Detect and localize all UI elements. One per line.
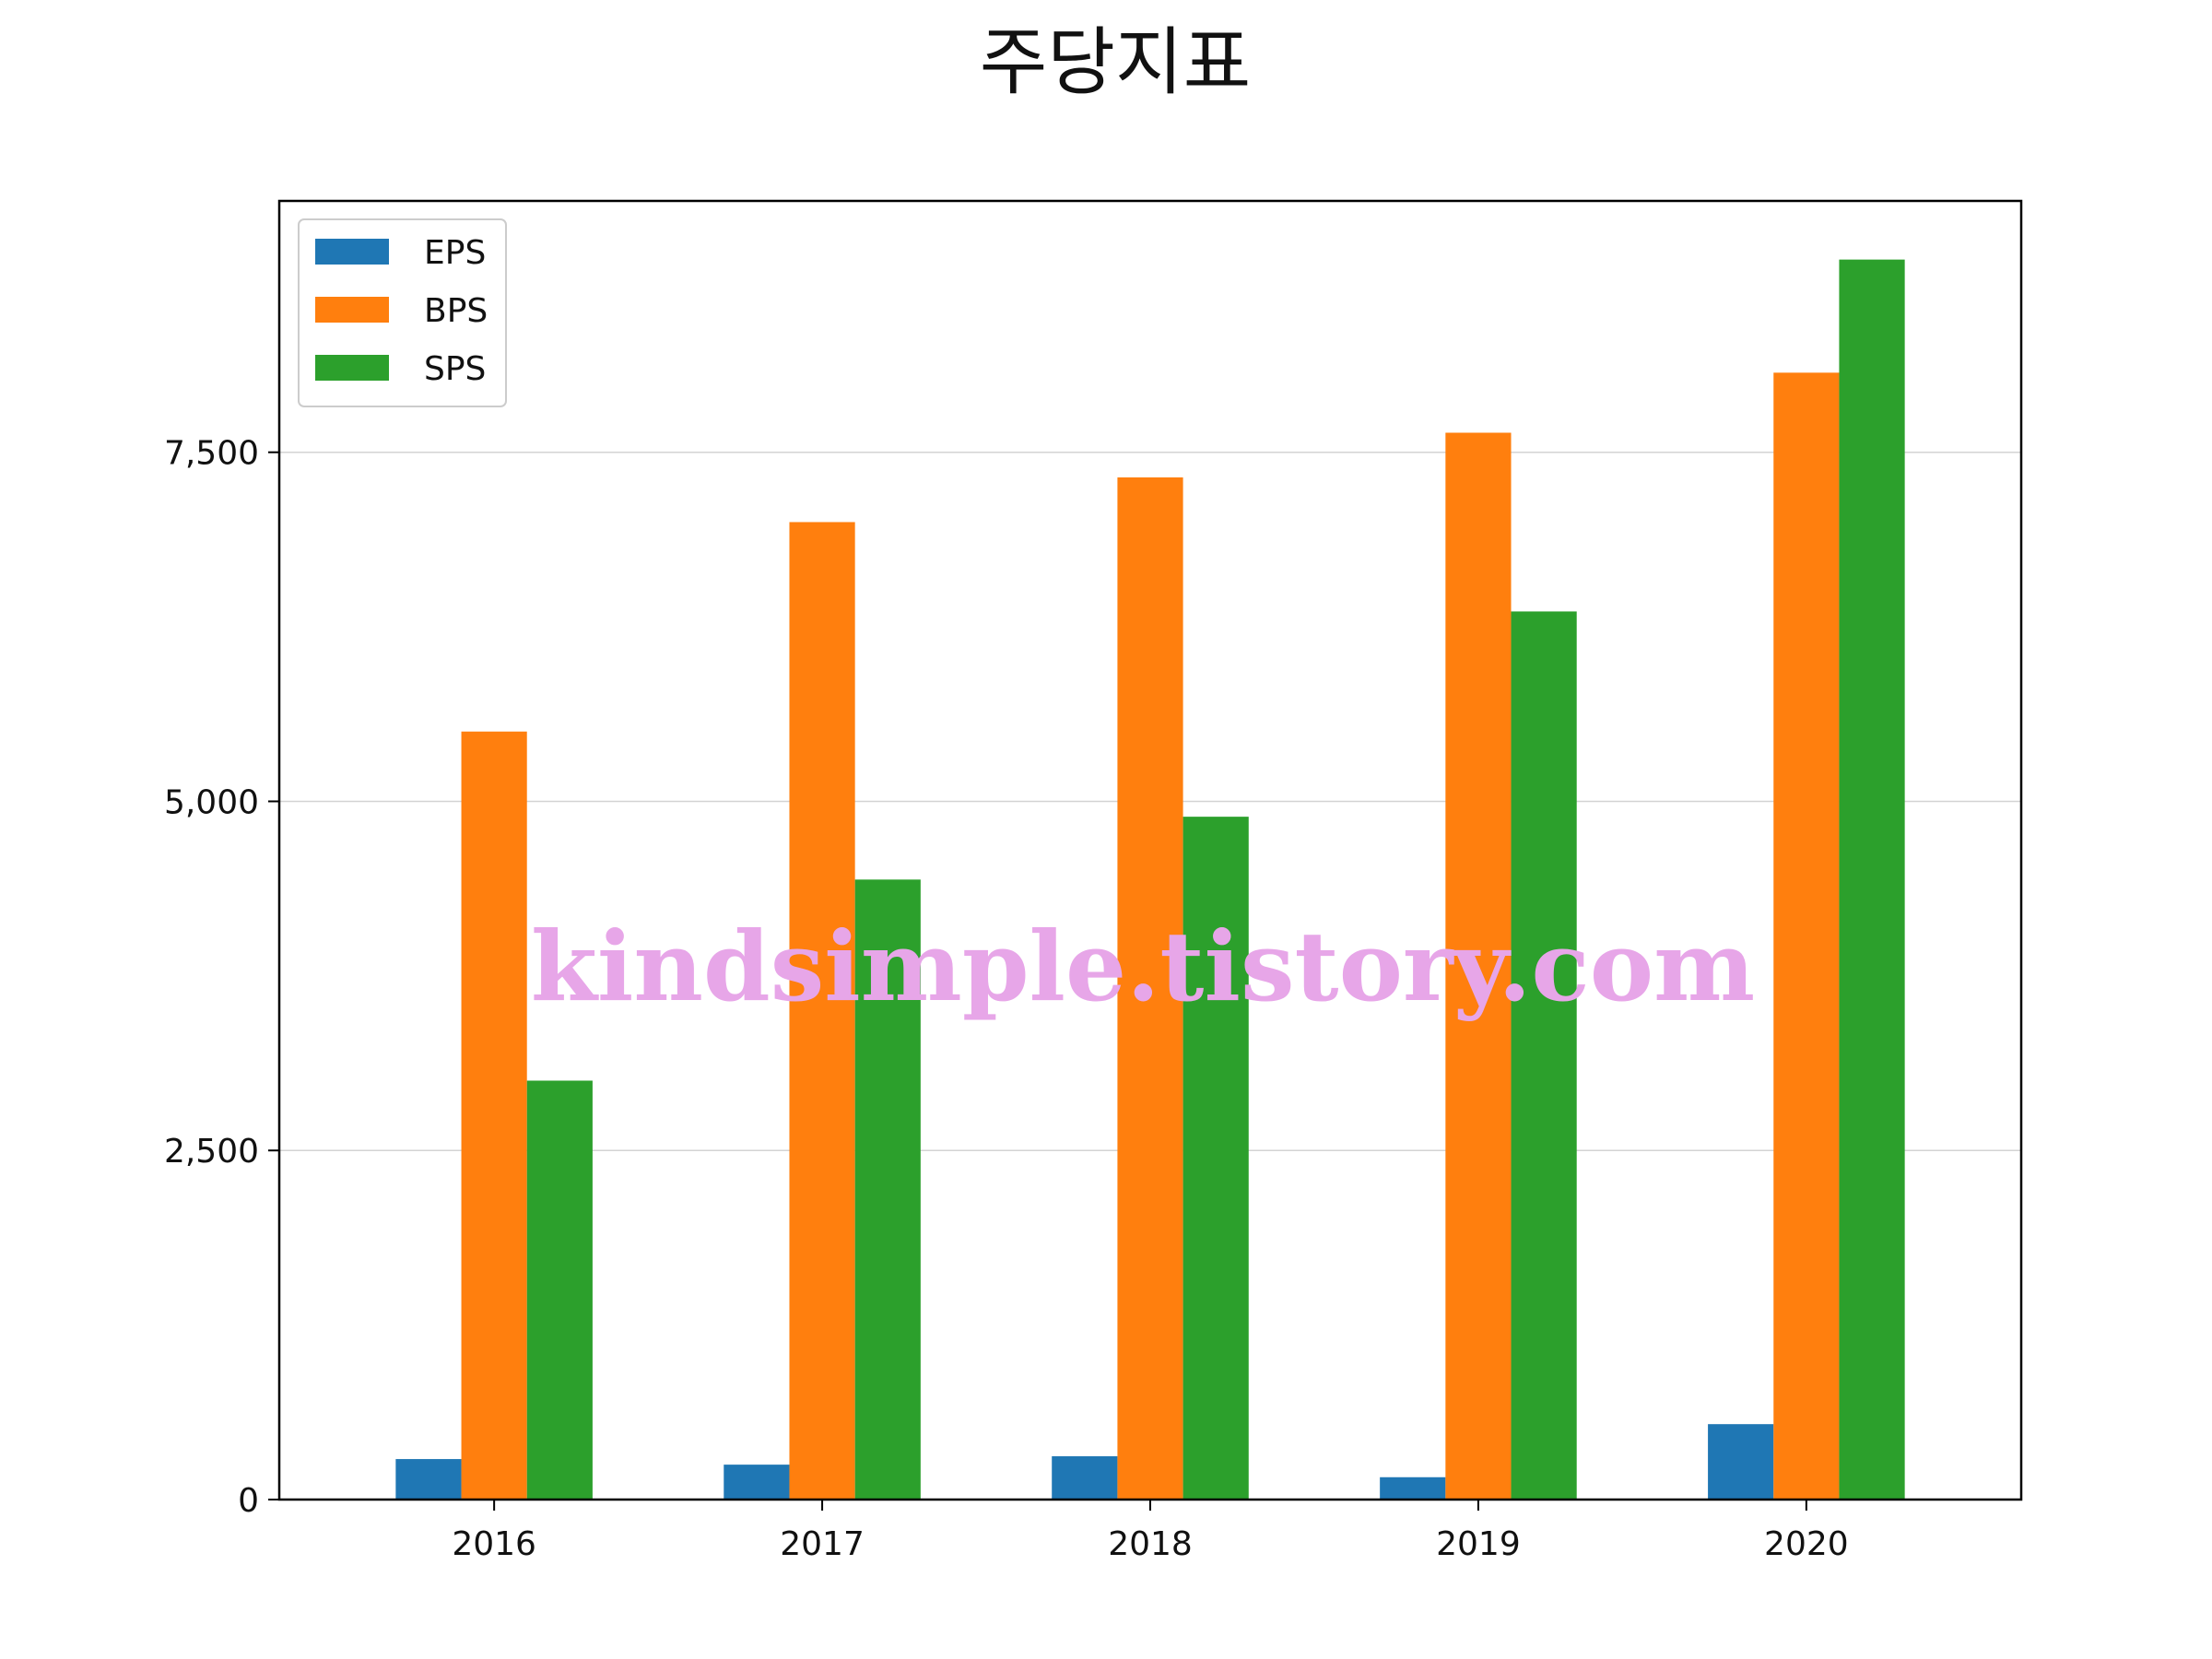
bar-eps-2016 [395, 1459, 462, 1500]
bar-bps-2020 [1773, 372, 1840, 1500]
x-tick-label-2019: 2019 [1436, 1525, 1521, 1563]
legend-swatch-bps [315, 297, 389, 323]
bar-eps-2019 [1380, 1477, 1446, 1500]
bar-bps-2017 [789, 522, 855, 1500]
x-tick-label-2016: 2016 [452, 1525, 536, 1563]
y-axis: 0 2,500 5,000 7,500 [164, 435, 279, 1520]
watermark-text: kindsimple.tistory.com [531, 910, 1755, 1023]
legend-swatch-sps [315, 355, 389, 381]
bar-bps-2019 [1445, 432, 1512, 1500]
legend-label-eps: EPS [424, 234, 486, 272]
bar-bps-2016 [461, 731, 527, 1500]
legend-label-bps: BPS [424, 292, 488, 330]
bar-bps-2018 [1117, 477, 1183, 1500]
y-tick-label-0: 0 [238, 1482, 259, 1520]
y-tick-label-3: 7,500 [164, 435, 259, 473]
x-tick-label-2017: 2017 [780, 1525, 865, 1563]
bar-eps-2018 [1052, 1456, 1118, 1500]
x-axis: 2016 2017 2018 2019 2020 [452, 1500, 1849, 1563]
bar-sps-2020 [1839, 259, 1905, 1500]
y-tick-label-2: 5,000 [164, 783, 259, 821]
x-tick-label-2020: 2020 [1764, 1525, 1849, 1563]
bar-sps-2016 [526, 1080, 593, 1500]
bar-sps-2019 [1511, 611, 1577, 1500]
bar-eps-2020 [1708, 1424, 1774, 1500]
bar-eps-2017 [724, 1465, 790, 1500]
x-tick-label-2018: 2018 [1108, 1525, 1193, 1563]
legend: EPS BPS SPS [298, 218, 507, 407]
y-tick-label-1: 2,500 [164, 1133, 259, 1171]
chart-title: 주당지표 [980, 19, 1251, 105]
legend-swatch-eps [315, 239, 389, 265]
bars [395, 259, 1905, 1500]
legend-label-sps: SPS [424, 350, 486, 388]
bar-sps-2017 [854, 879, 921, 1500]
bar-sps-2018 [1182, 817, 1249, 1500]
